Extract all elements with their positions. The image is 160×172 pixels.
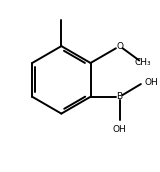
Text: O: O [116,42,123,51]
Text: CH₃: CH₃ [134,58,151,67]
Text: OH: OH [144,78,158,87]
Text: B: B [117,92,123,101]
Text: OH: OH [113,125,127,134]
